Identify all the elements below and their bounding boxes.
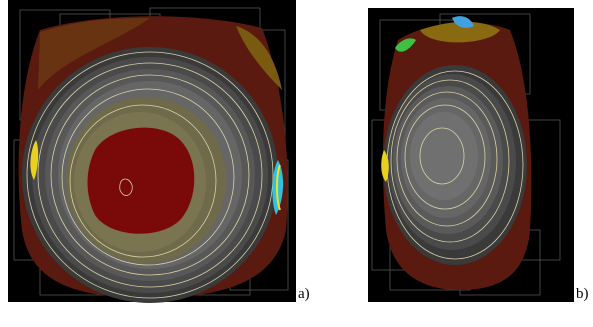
panel-a-image — [8, 0, 296, 303]
panel-b-image — [368, 8, 574, 302]
panel-label: b) — [576, 286, 589, 302]
panel-label: a) — [298, 286, 310, 302]
